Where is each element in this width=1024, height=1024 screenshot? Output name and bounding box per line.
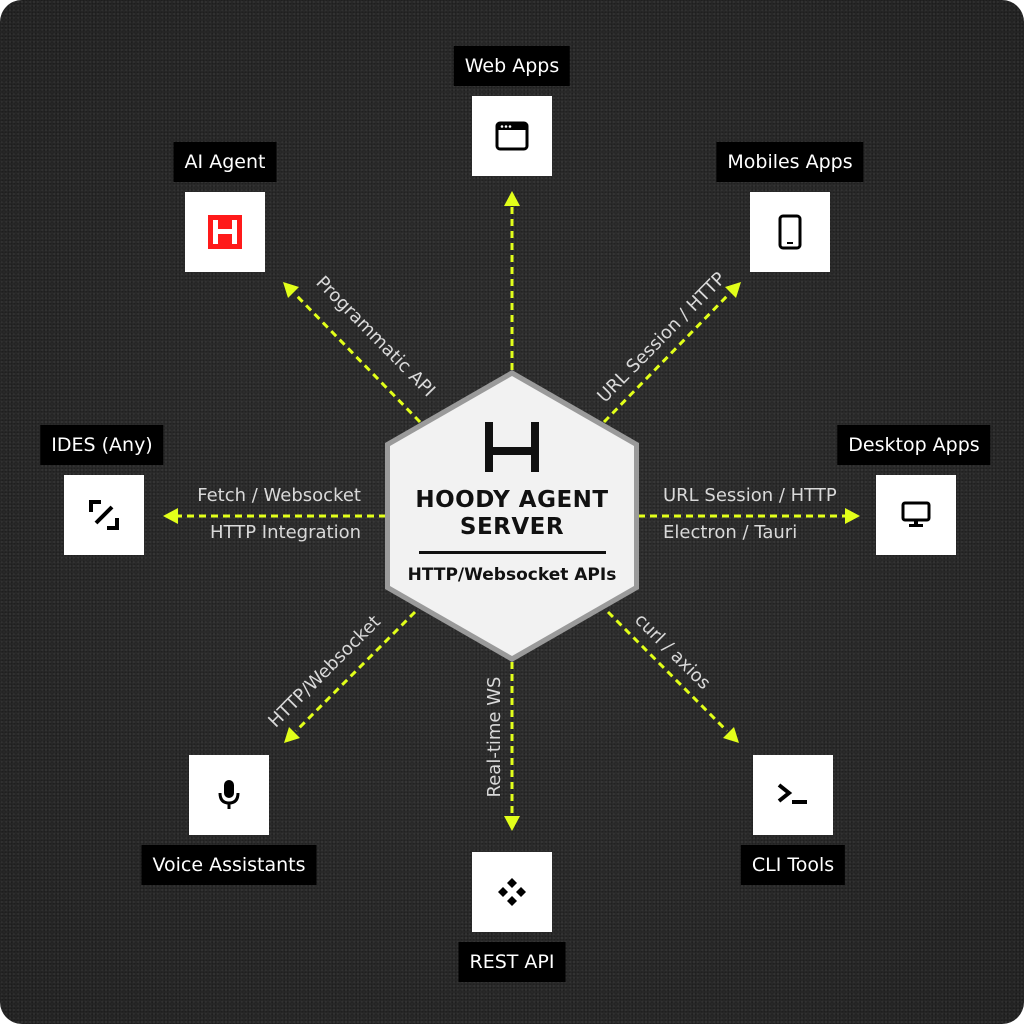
edge-label-ides-2: HTTP Integration [210, 522, 361, 543]
label-web-apps: Web Apps [453, 46, 571, 86]
arrowhead-rest-api [504, 816, 520, 831]
arrowhead-ai-agent [283, 282, 299, 298]
node-cli-tools[interactable] [753, 755, 833, 835]
ide-icon [89, 500, 119, 530]
arrowhead-mobile [725, 282, 741, 298]
node-ides[interactable] [64, 475, 144, 555]
label-cli-tools: CLI Tools [740, 845, 846, 885]
edge-label-ides-1: Fetch / Websocket [197, 485, 361, 506]
node-rest-api[interactable] [472, 852, 552, 932]
node-voice-assistants[interactable] [189, 755, 269, 835]
arrowhead-web-apps [504, 191, 520, 206]
node-web-apps[interactable] [472, 96, 552, 176]
server-hexagon [385, 370, 639, 662]
label-mobile-apps: Mobiles Apps [716, 142, 864, 182]
edge-label-rest: Real-time WS [484, 676, 505, 798]
server-logo-icon [485, 422, 539, 472]
label-rest-api: REST API [458, 942, 566, 982]
node-mobile-apps[interactable] [750, 192, 830, 272]
edge-label-desktop-1: URL Session / HTTP [663, 485, 837, 506]
smartphone-icon [778, 214, 802, 250]
node-ai-agent[interactable] [185, 192, 265, 272]
edge-cli [606, 610, 729, 733]
server-title: HOODY AGENT SERVER [415, 487, 609, 540]
arrowhead-voice [284, 727, 300, 743]
edge-mobile [602, 292, 731, 424]
api-diamond-icon [498, 878, 526, 906]
hoody-logo-icon [208, 215, 242, 249]
edge-label-desktop-2: Electron / Tauri [663, 522, 798, 543]
arrowhead-ides [163, 508, 178, 524]
server-subtitle: HTTP/Websocket APIs [407, 565, 617, 585]
microphone-icon [218, 780, 240, 809]
label-ai-agent: AI Agent [173, 142, 277, 182]
server-divider [419, 551, 606, 554]
label-desktop-apps: Desktop Apps [837, 425, 991, 465]
monitor-icon [901, 501, 931, 527]
label-ides: IDES (Any) [40, 425, 164, 465]
label-voice-assistants: Voice Assistants [141, 845, 317, 885]
edge-voice [294, 610, 417, 733]
node-desktop-apps[interactable] [876, 475, 956, 555]
arrowhead-desktop [845, 508, 860, 524]
arrowhead-cli [723, 727, 739, 743]
edge-ai-agent [293, 292, 422, 424]
terminal-icon [777, 783, 807, 804]
browser-window-icon [495, 121, 529, 151]
